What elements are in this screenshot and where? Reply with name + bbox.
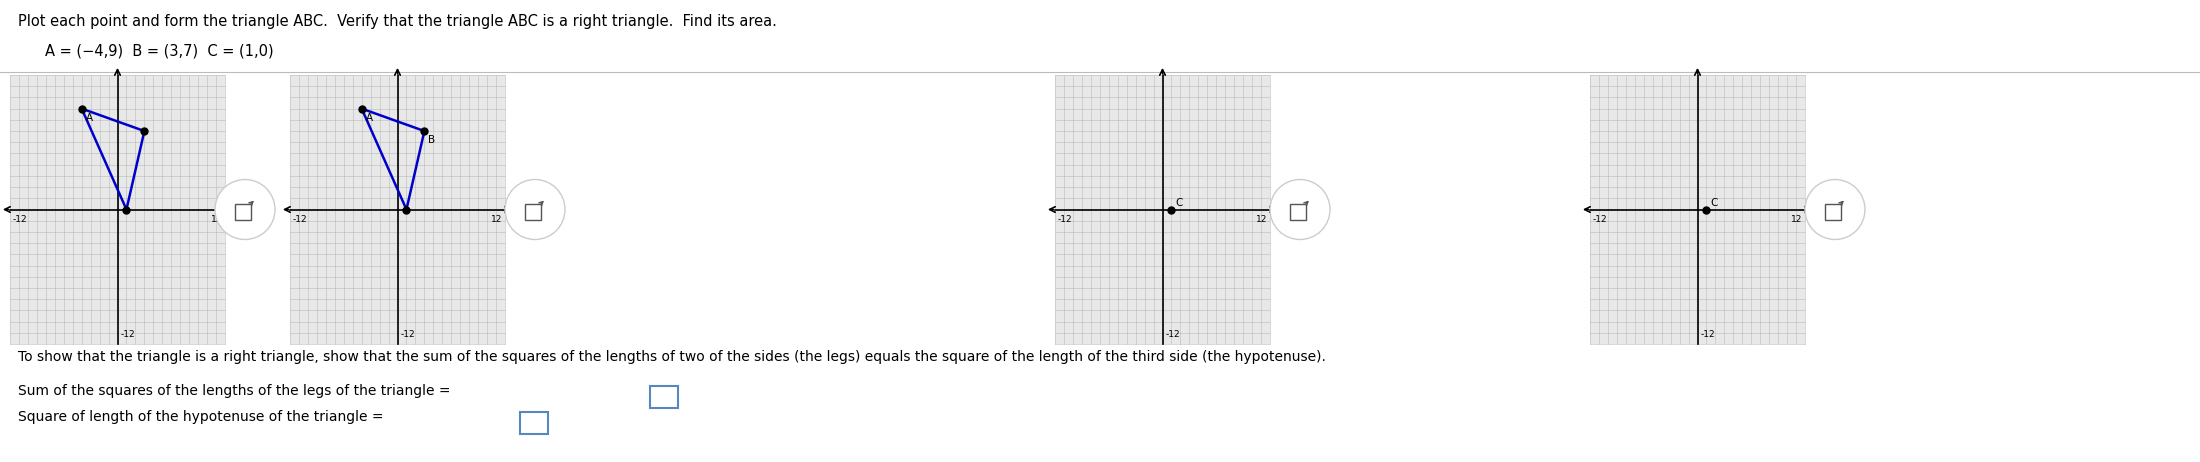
FancyBboxPatch shape — [1289, 203, 1307, 219]
Text: B: B — [429, 135, 436, 145]
Text: A: A — [365, 113, 372, 122]
Text: -12: -12 — [1593, 214, 1608, 224]
Text: -12: -12 — [121, 330, 134, 339]
Text: C: C — [1709, 197, 1718, 207]
Bar — [649, 386, 678, 408]
FancyBboxPatch shape — [526, 203, 541, 219]
Text: -12: -12 — [1166, 330, 1179, 339]
Text: 12: 12 — [1791, 214, 1802, 224]
Circle shape — [216, 180, 275, 239]
Circle shape — [506, 180, 565, 239]
Text: -12: -12 — [400, 330, 416, 339]
Text: -12: -12 — [1701, 330, 1716, 339]
FancyBboxPatch shape — [1826, 203, 1841, 219]
Text: Plot each point and form the triangle ABC.  Verify that the triangle ABC is a ri: Plot each point and form the triangle AB… — [18, 14, 777, 29]
Text: Sum of the squares of the lengths of the legs of the triangle =: Sum of the squares of the lengths of the… — [18, 384, 451, 398]
Bar — [11, 75, 224, 344]
Text: A = (−4,9)  B = (3,7)  C = (1,0): A = (−4,9) B = (3,7) C = (1,0) — [44, 44, 273, 59]
Text: To show that the triangle is a right triangle, show that the sum of the squares : To show that the triangle is a right tri… — [18, 350, 1327, 364]
Circle shape — [1269, 180, 1331, 239]
Text: 12: 12 — [491, 214, 502, 224]
Text: Square of length of the hypotenuse of the triangle =: Square of length of the hypotenuse of th… — [18, 410, 383, 424]
Text: -12: -12 — [13, 214, 29, 224]
Circle shape — [1804, 180, 1866, 239]
Text: 12: 12 — [211, 214, 222, 224]
Bar — [519, 412, 548, 434]
Text: -12: -12 — [1058, 214, 1074, 224]
FancyBboxPatch shape — [235, 203, 251, 219]
Text: 12: 12 — [1256, 214, 1267, 224]
Bar — [290, 75, 506, 344]
Text: C: C — [1175, 197, 1184, 207]
Text: -12: -12 — [293, 214, 308, 224]
Text: A: A — [86, 113, 92, 122]
Bar — [1056, 75, 1269, 344]
Bar — [1591, 75, 1804, 344]
